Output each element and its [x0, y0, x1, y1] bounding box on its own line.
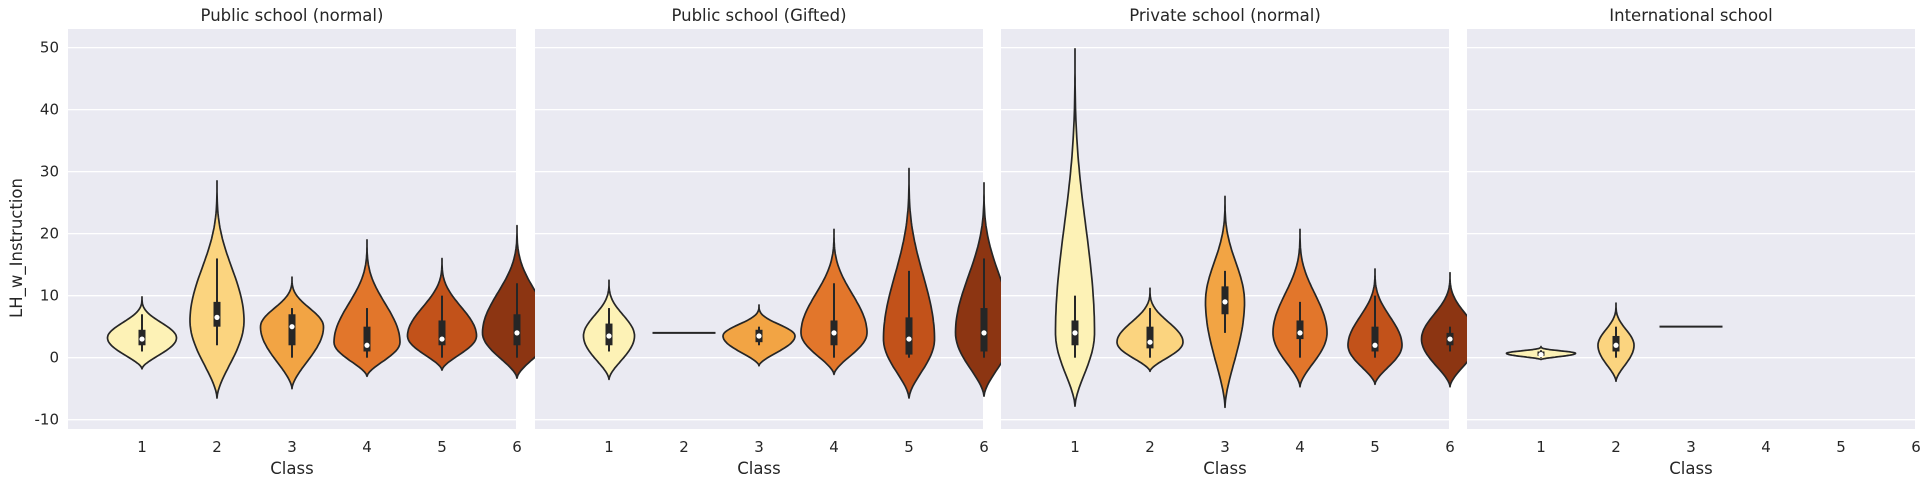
y-tick-label: 40 [40, 101, 59, 119]
panel-3: Private school (normal) 1 2 3 4 5 6 Class [1001, 6, 1480, 478]
x-tick-label: 3 [287, 438, 297, 456]
violin-class-2 [1116, 287, 1184, 373]
violin-median-dot [981, 330, 987, 336]
violin-median-dot [1297, 330, 1303, 336]
x-tick-label: 4 [362, 438, 372, 456]
violin-median-dot [1372, 342, 1378, 348]
violin-iqr-box [513, 314, 521, 346]
violin-iqr-box [288, 314, 296, 346]
panel-1: Public school (normal) 1 2 3 4 5 6 Class [68, 6, 553, 478]
violin-iqr-box [438, 320, 446, 346]
violin-median-dot [906, 336, 912, 342]
x-tick-label: 6 [1911, 438, 1921, 456]
x-tick-label: 6 [1445, 438, 1455, 456]
violin-class-1 [1505, 345, 1577, 361]
x-tick-label: 2 [1611, 438, 1621, 456]
panel-title: Private school (normal) [1129, 6, 1321, 25]
panel-2: Public school (Gifted) 1 2 3 4 5 6 Class [535, 6, 1014, 478]
x-tick-label: 3 [1220, 438, 1230, 456]
violin-median-dot [289, 324, 295, 330]
violin-class-4 [800, 228, 868, 376]
violin-median-dot [1147, 339, 1153, 345]
violin-class-2 [1597, 302, 1635, 383]
violin-class-5 [406, 257, 478, 371]
y-axis-label: LH_w_Instruction [7, 178, 27, 318]
violin-median-dot [514, 330, 520, 336]
x-tick-label: 3 [754, 438, 764, 456]
violin-median-dot [1447, 336, 1453, 342]
violin-class-1 [106, 296, 178, 370]
violin-iqr-box [980, 308, 988, 352]
violin-iqr-box [213, 301, 221, 327]
y-tick-label: 10 [40, 287, 59, 305]
chart-panels: Public school (normal)1 2 3 4 5 6ClassPublic … [68, 6, 1921, 478]
y-tick-label: 0 [49, 349, 59, 367]
violin-median-dot [831, 330, 837, 336]
y-axis: -10 0 10 20 30 40 50 [35, 39, 60, 429]
panel-4: International school 1 2 3 4 5 6 Class [1467, 6, 1921, 478]
violin-class-6 [481, 224, 553, 379]
violin-class-3 [259, 276, 325, 390]
x-tick-label: 2 [1145, 438, 1155, 456]
x-axis-label: Class [1669, 459, 1712, 478]
x-tick-label: 1 [1536, 438, 1546, 456]
x-tick-label: 2 [212, 438, 222, 456]
x-tick-label: 5 [1370, 438, 1380, 456]
panel-title: Public school (Gifted) [671, 6, 846, 25]
violin-class-3 [722, 304, 796, 367]
violin-iqr-box [1296, 320, 1304, 340]
x-tick-label: 3 [1686, 438, 1696, 456]
violin-median-dot [606, 333, 612, 339]
violin-class-1 [582, 279, 636, 381]
violin-class-3 [1204, 195, 1246, 409]
x-tick-label: 2 [679, 438, 689, 456]
x-tick-label: 5 [437, 438, 447, 456]
violin-iqr-box [905, 317, 913, 355]
x-tick-label: 6 [979, 438, 989, 456]
violin-class-5 [882, 167, 936, 399]
x-tick-label: 5 [1836, 438, 1846, 456]
violin-median-dot [1222, 299, 1228, 305]
y-tick-label: 50 [40, 39, 59, 57]
x-tick-label: 4 [1295, 438, 1305, 456]
x-axis-label: Class [270, 459, 313, 478]
x-tick-label: 1 [137, 438, 147, 456]
violin-median-dot [139, 336, 145, 342]
x-tick-label: 6 [512, 438, 522, 456]
x-tick-label: 5 [904, 438, 914, 456]
violin-median-dot [214, 314, 220, 320]
violin-class-4 [333, 239, 401, 378]
violin-median-dot [364, 342, 370, 348]
violin-body [1054, 47, 1096, 407]
violin-median-dot [756, 333, 762, 339]
x-tick-label: 1 [1070, 438, 1080, 456]
violin-median-dot [1613, 342, 1619, 348]
violin-class-5 [1347, 268, 1403, 386]
violin-median-dot [1072, 330, 1078, 336]
violin-median-dot [439, 336, 445, 342]
violin-class-1 [1054, 47, 1096, 407]
y-tick-label: 20 [40, 225, 59, 243]
panel-background [1467, 29, 1915, 429]
x-tick-label: 4 [829, 438, 839, 456]
violin-iqr-box [1371, 326, 1379, 352]
x-axis-label: Class [737, 459, 780, 478]
violin-iqr-box [1146, 326, 1154, 349]
x-tick-label: 4 [1761, 438, 1771, 456]
violin-median-dot [1538, 351, 1544, 358]
x-axis-label: Class [1203, 459, 1246, 478]
violin-class-2 [189, 180, 245, 399]
y-tick-label: -10 [35, 411, 60, 429]
violin-class-4 [1272, 228, 1328, 388]
violin-iqr-box [363, 326, 371, 352]
panel-title: Public school (normal) [201, 6, 384, 25]
x-tick-label: 1 [604, 438, 614, 456]
y-tick-label: 30 [40, 163, 59, 181]
panel-title: International school [1609, 6, 1772, 25]
